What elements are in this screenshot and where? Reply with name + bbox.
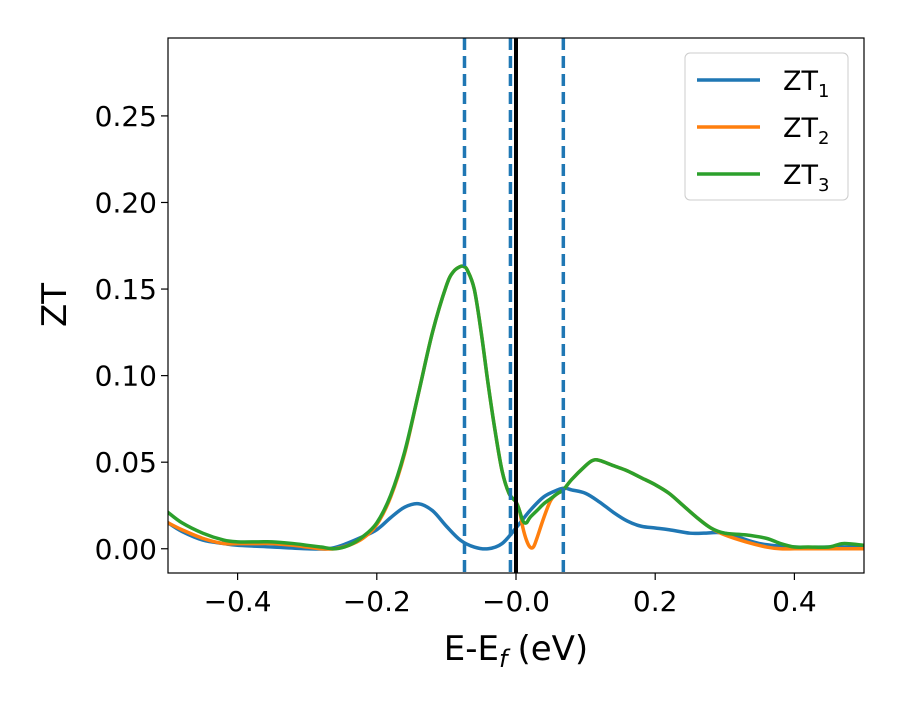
x-axis-ticks: −0.4 −0.2 −0.0 0.2 0.4 [204,573,817,618]
x-tick-label: 0.2 [633,585,678,618]
vertical-lines [462,38,566,573]
y-axis-title: ZT [35,283,75,327]
x-axis-title-main: E-E [444,629,499,669]
x-tick-label: −0.4 [204,585,272,618]
y-tick-label: 0.00 [95,533,157,566]
legend-box [684,52,849,201]
x-tick-label: −0.2 [343,585,411,618]
x-axis-title-unit: (eV) [517,629,588,669]
y-tick-label: 0.20 [95,186,157,219]
legend-label-zt3: ZT3 [783,160,829,196]
y-tick-label: 0.15 [95,273,157,306]
legend: ZT1 ZT2 ZT3 [684,52,849,201]
x-axis-title: E-Ef (eV) [444,629,588,673]
legend-label-zt1: ZT1 [783,66,829,102]
x-tick-label: −0.0 [482,585,550,618]
legend-label-zt2: ZT2 [783,113,829,149]
y-tick-label: 0.10 [95,360,157,393]
y-axis-ticks: 0.00 0.05 0.10 0.15 0.20 0.25 [95,100,168,566]
x-tick-label: 0.4 [772,585,817,618]
y-tick-label: 0.25 [95,100,157,133]
x-axis-title-sub: f [499,645,511,673]
y-tick-label: 0.05 [95,446,157,479]
